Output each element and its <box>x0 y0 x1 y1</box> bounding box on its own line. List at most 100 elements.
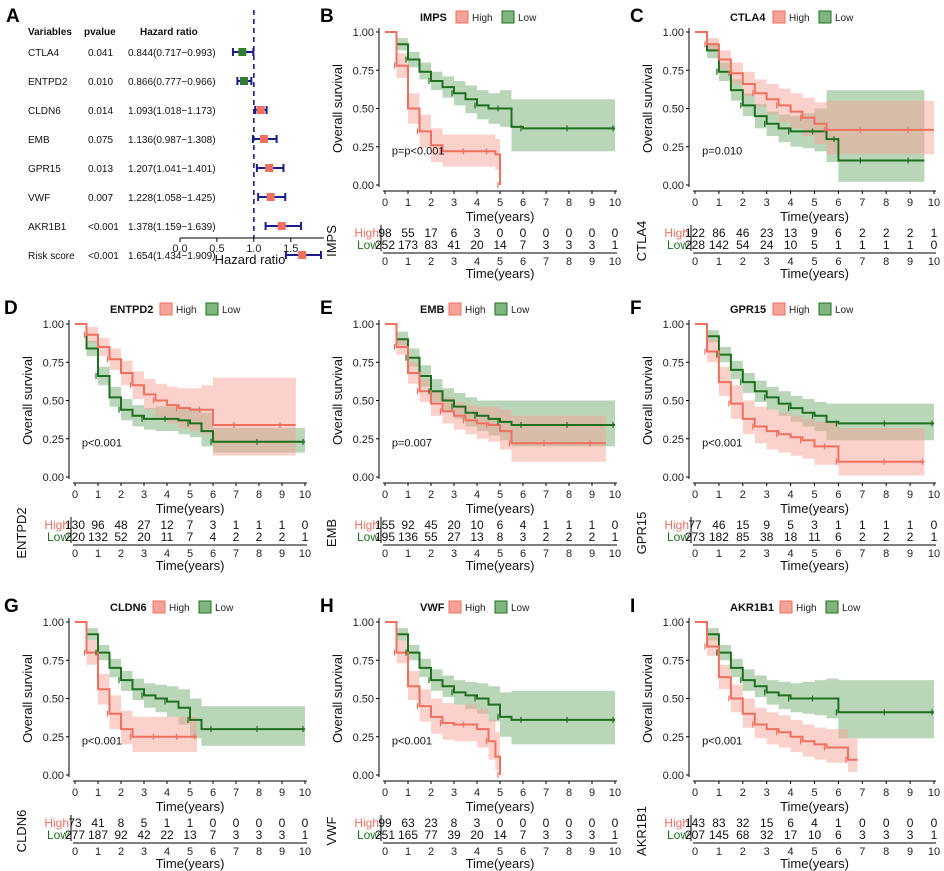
forest-hr-text: 0.866(0.777−0.966) <box>128 77 216 88</box>
legend-low-label: Low <box>835 305 854 316</box>
x-axis-label: Time(years) <box>780 799 849 814</box>
risk-low-count: 277 <box>65 828 85 842</box>
risk-high-count: 0 <box>883 816 890 830</box>
p-value: p<0.001 <box>82 437 122 449</box>
x-tick-label: 4 <box>788 489 794 501</box>
risk-low-count: 2 <box>256 530 263 544</box>
legend-low-label: Low <box>835 13 854 24</box>
legend-low-swatch <box>825 600 839 614</box>
risk-x-tick-label: 5 <box>187 846 193 858</box>
y-axis-label: Overall survival <box>330 64 345 153</box>
risk-table-label: ENTPD2 <box>14 507 29 558</box>
risk-x-tick-label: 6 <box>520 548 526 560</box>
x-tick-label: 6 <box>835 197 841 209</box>
y-tick-label: 0.25 <box>353 434 374 446</box>
risk-table-label: AKR1B1 <box>634 806 649 856</box>
legend-box <box>726 598 896 616</box>
legend-title: AKR1B1 <box>730 602 774 614</box>
risk-table-label: EMB <box>324 519 339 547</box>
risk-high-label: High <box>44 816 69 830</box>
risk-low-count: 1 <box>612 238 619 252</box>
forest-hr-text: 1.207(1.041−1.401) <box>128 164 216 175</box>
legend-high-swatch <box>772 10 786 24</box>
x-tick-label: 2 <box>740 197 746 209</box>
x-tick-label: 2 <box>428 787 434 799</box>
risk-high-count: 15 <box>760 816 774 830</box>
risk-high-count: 48 <box>114 518 128 532</box>
risk-x-tick-label: 4 <box>788 548 794 560</box>
risk-x-tick-label: 2 <box>428 548 434 560</box>
x-tick-label: 7 <box>859 787 865 799</box>
risk-high-count: 0 <box>256 816 263 830</box>
risk-low-count: 136 <box>398 530 418 544</box>
risk-high-count: 46 <box>712 518 726 532</box>
risk-x-tick-label: 4 <box>788 846 794 858</box>
forest-point <box>266 193 275 201</box>
risk-x-tick-label: 1 <box>95 846 101 858</box>
risk-x-tick-label: 9 <box>589 256 595 268</box>
risk-x-tick-label: 8 <box>883 256 889 268</box>
x-tick-label: 8 <box>883 197 889 209</box>
x-tick-label: 4 <box>474 489 480 501</box>
x-tick-label: 8 <box>256 489 262 501</box>
risk-x-tick-label: 1 <box>405 846 411 858</box>
x-tick-label: 8 <box>256 787 262 799</box>
risk-x-tick-label: 1 <box>716 256 722 268</box>
x-tick-label: 10 <box>928 197 940 209</box>
y-tick-label: 0.00 <box>663 180 684 192</box>
high-ci-band <box>385 324 606 462</box>
y-tick-label: 1.00 <box>663 617 684 629</box>
forest-point <box>256 106 265 114</box>
p-value: p<0.001 <box>702 735 742 747</box>
risk-low-count: 165 <box>398 828 418 842</box>
x-tick-label: 1 <box>405 787 411 799</box>
y-tick-label: 0.50 <box>663 396 684 408</box>
x-tick-label: 7 <box>543 197 549 209</box>
risk-high-count: 0 <box>931 816 938 830</box>
x-tick-label: 4 <box>164 787 170 799</box>
x-tick-label: 10 <box>609 489 621 501</box>
forest-hr-text: 1.378(1.159−1.639) <box>128 222 216 233</box>
risk-high-count: 17 <box>424 226 438 240</box>
risk-table-label: IMPS <box>324 225 339 257</box>
risk-high-count: 8 <box>118 816 125 830</box>
x-tick-label: 0 <box>382 489 388 501</box>
risk-x-tick-label: 7 <box>233 548 239 560</box>
forest-hr-text: 0.844(0.717−0.993) <box>128 48 216 59</box>
legend-high-label: High <box>789 305 810 316</box>
risk-x-tick-label: 1 <box>716 548 722 560</box>
risk-high-count: 96 <box>91 518 105 532</box>
forest-point <box>239 77 248 85</box>
forest-plot-panel: A Variables pvalue Hazard ratio CTLA4 0.041 0.… <box>6 6 324 267</box>
forest-point <box>298 251 307 259</box>
risk-low-count: 54 <box>736 238 750 252</box>
x-axis-label: Time(years) <box>466 501 535 516</box>
risk-low-label: Low <box>357 530 379 544</box>
risk-high-count: 86 <box>712 226 726 240</box>
legend-high-label: High <box>472 13 493 24</box>
x-tick-label: 3 <box>141 787 147 799</box>
risk-low-count: 2 <box>543 530 550 544</box>
y-tick-label: 0.25 <box>353 142 374 154</box>
risk-high-count: 1 <box>859 518 866 532</box>
risk-low-count: 7 <box>187 530 194 544</box>
legend-title: VWF <box>420 602 445 614</box>
risk-low-count: 252 <box>375 238 395 252</box>
risk-high-count: 130 <box>65 518 85 532</box>
y-tick-label: 0.75 <box>353 655 374 667</box>
risk-high-count: 63 <box>401 816 415 830</box>
risk-low-count: 1 <box>907 238 914 252</box>
risk-low-count: 17 <box>784 828 798 842</box>
risk-x-tick-label: 8 <box>566 256 572 268</box>
risk-high-label: High <box>354 518 379 532</box>
x-tick-label: 6 <box>210 489 216 501</box>
risk-x-tick-label: 10 <box>609 548 621 560</box>
x-tick-label: 9 <box>907 489 913 501</box>
x-tick-label: 0 <box>72 489 78 501</box>
risk-low-label: Low <box>357 238 379 252</box>
risk-x-tick-label: 2 <box>428 846 434 858</box>
low-ci-band <box>75 622 305 746</box>
